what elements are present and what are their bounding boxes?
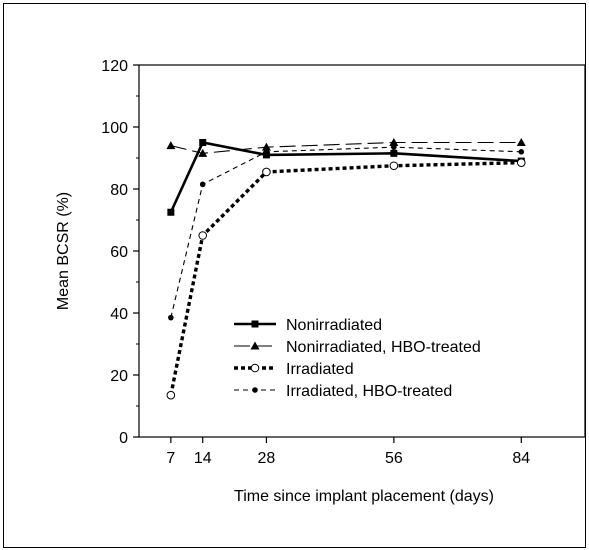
- marker-triangle: [516, 138, 526, 146]
- y-tick-label: 0: [119, 430, 128, 447]
- series-2: [166, 138, 526, 157]
- marker-triangle: [250, 341, 260, 350]
- legend-label: Irradiated, HBO-treated: [286, 383, 452, 400]
- y-tick-label: 80: [110, 182, 128, 199]
- marker-dot: [263, 149, 270, 155]
- marker-open-circle: [198, 231, 208, 240]
- marker-triangle: [389, 138, 399, 146]
- marker-open-circle: [166, 390, 176, 400]
- marker-square: [167, 208, 175, 216]
- series-line: [170, 141, 522, 154]
- marker-dot: [518, 149, 525, 155]
- y-tick-label: 120: [101, 58, 128, 75]
- marker-triangle: [166, 141, 176, 150]
- marker-dot: [199, 181, 206, 188]
- marker-open-circle: [262, 167, 271, 177]
- x-tick-label: 56: [385, 450, 403, 467]
- figure-frame: 0 20 40 60 80 100 120 7 14 28 56 84 Time since impla…: [3, 3, 586, 548]
- y-tick-label: 40: [110, 306, 128, 323]
- legend-label: Nonirradiated: [286, 317, 382, 334]
- marker-square: [262, 151, 270, 159]
- y-axis-label: Mean BCSR (%): [55, 192, 72, 310]
- marker-dot: [391, 144, 397, 150]
- x-axis-label: Time since implant placement (days): [234, 488, 494, 505]
- series-line: [170, 146, 522, 318]
- x-tick-label: 14: [194, 450, 212, 467]
- marker-open-circle: [389, 161, 399, 171]
- series-4: [168, 144, 525, 321]
- marker-open-circle: [516, 158, 526, 167]
- series-1: [167, 139, 525, 216]
- legend: Nonirradiated Nonirradiated, HBO-treated I…: [234, 317, 481, 400]
- marker-open-circle: [250, 363, 260, 373]
- legend-label: Nonirradiated, HBO-treated: [286, 339, 481, 356]
- marker-square: [390, 149, 398, 157]
- marker-dot: [168, 314, 174, 321]
- series-3: [166, 158, 526, 400]
- marker-dot: [252, 387, 258, 393]
- y-tick-label: 100: [101, 120, 128, 137]
- x-tick-label: 28: [258, 450, 276, 467]
- legend-label: Irradiated: [286, 361, 354, 378]
- series-line: [169, 141, 522, 213]
- plot-area-border: [138, 64, 585, 438]
- marker-square: [251, 320, 259, 328]
- chart: 0 20 40 60 80 100 120 7 14 28 56 84 Time since impla…: [55, 58, 585, 505]
- y-tick-label: 20: [110, 368, 128, 385]
- x-tick-label: 7: [166, 450, 175, 467]
- marker-triangle: [198, 148, 208, 157]
- x-tick-label: 84: [512, 450, 530, 467]
- marker-square: [199, 139, 207, 146]
- marker-triangle: [261, 142, 271, 151]
- y-tick-label: 60: [110, 244, 128, 261]
